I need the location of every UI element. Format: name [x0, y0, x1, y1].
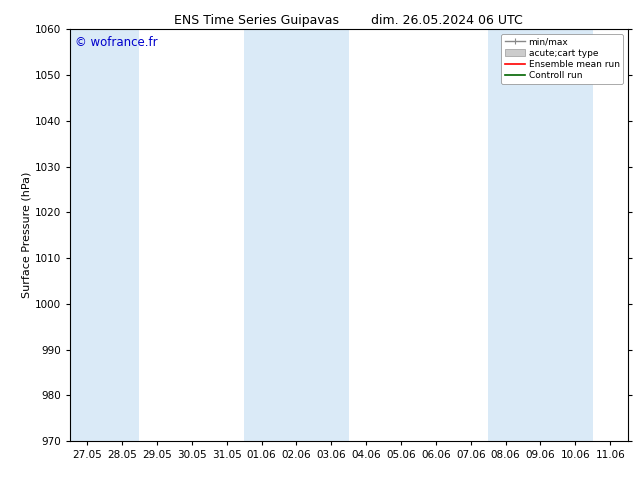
Legend: min/max, acute;cart type, Ensemble mean run, Controll run: min/max, acute;cart type, Ensemble mean …	[501, 34, 623, 84]
Title: ENS Time Series Guipavas        dim. 26.05.2024 06 UTC: ENS Time Series Guipavas dim. 26.05.2024…	[174, 14, 523, 27]
Text: © wofrance.fr: © wofrance.fr	[75, 36, 158, 49]
Bar	[244, 29, 349, 441]
Bar	[70, 29, 139, 441]
Bar	[488, 29, 593, 441]
Y-axis label: Surface Pressure (hPa): Surface Pressure (hPa)	[22, 172, 32, 298]
